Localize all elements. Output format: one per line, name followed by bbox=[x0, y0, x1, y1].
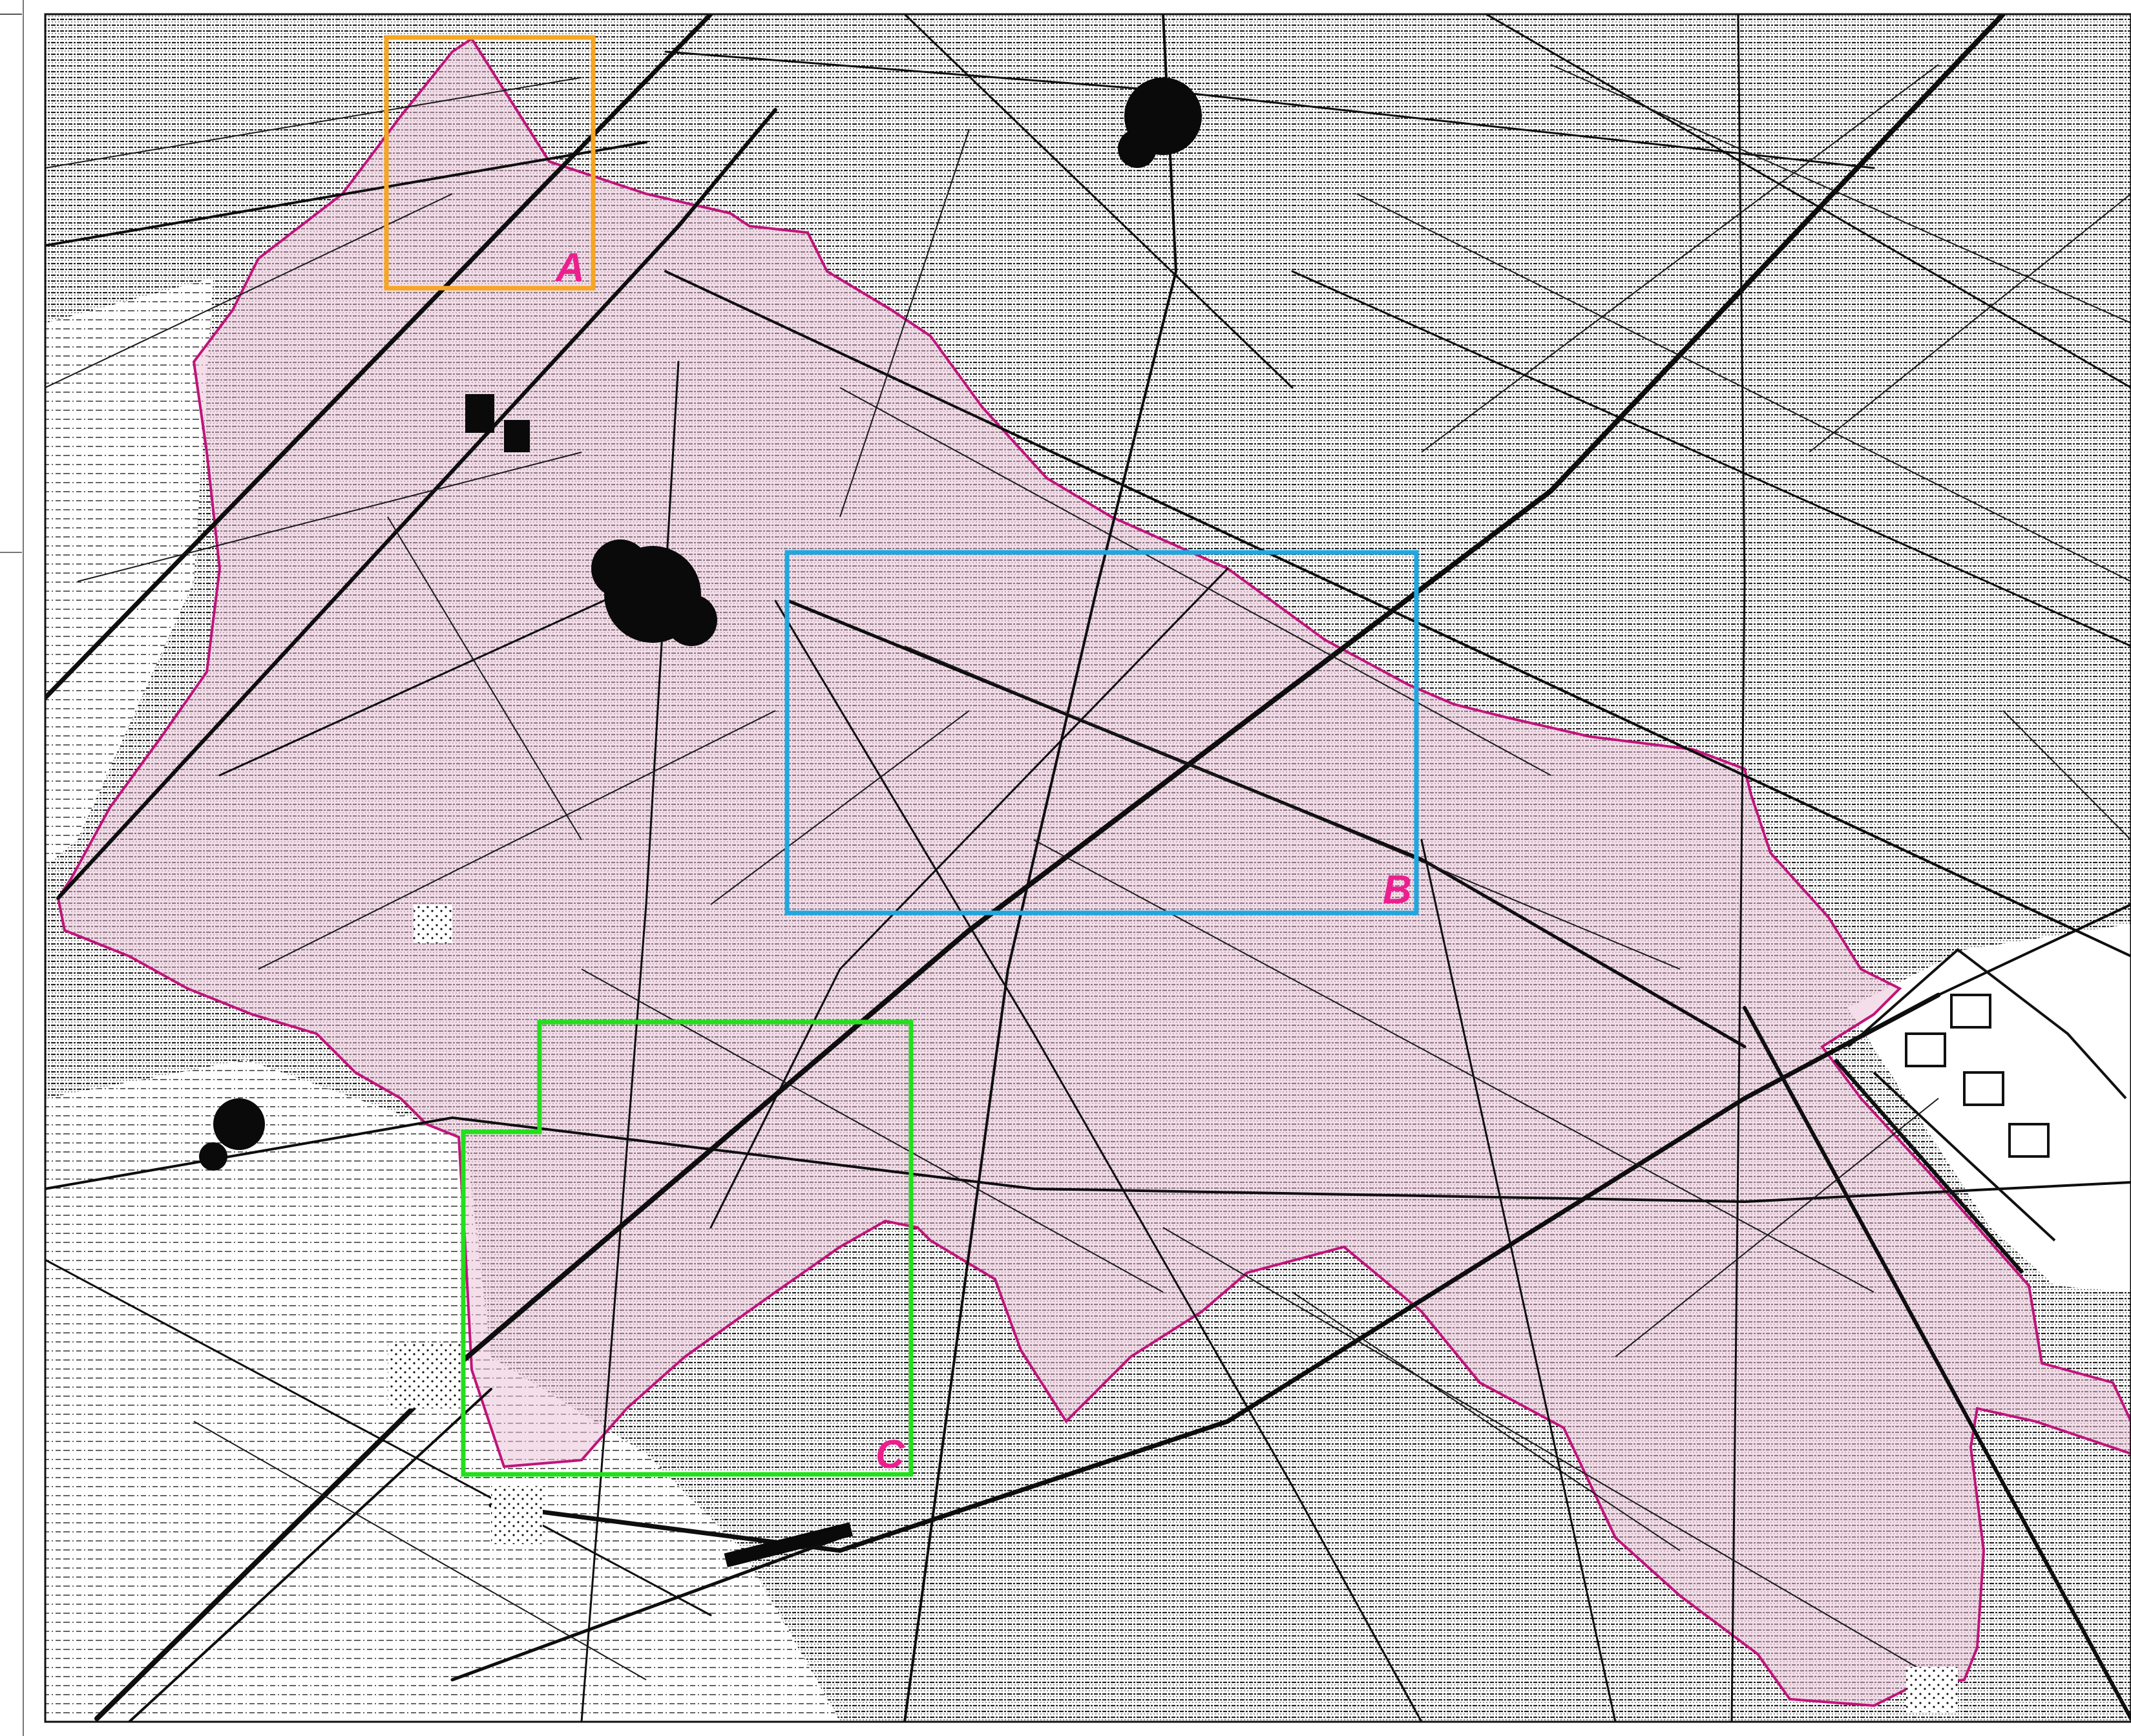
region-box-b[interactable]: B bbox=[784, 550, 1419, 915]
region-label-c: C bbox=[876, 1432, 905, 1477]
region-label-b: B bbox=[1383, 868, 1412, 912]
field-lines bbox=[45, 64, 2131, 1680]
region-label-a: A bbox=[554, 246, 585, 290]
airport-area bbox=[1833, 948, 2127, 1274]
region-box-c[interactable]: C bbox=[461, 1020, 914, 1477]
region-box-a[interactable]: A bbox=[384, 35, 596, 291]
map-frame bbox=[44, 13, 2131, 1723]
town-clusters bbox=[199, 78, 1202, 1567]
orchard-patches bbox=[388, 905, 1958, 1712]
